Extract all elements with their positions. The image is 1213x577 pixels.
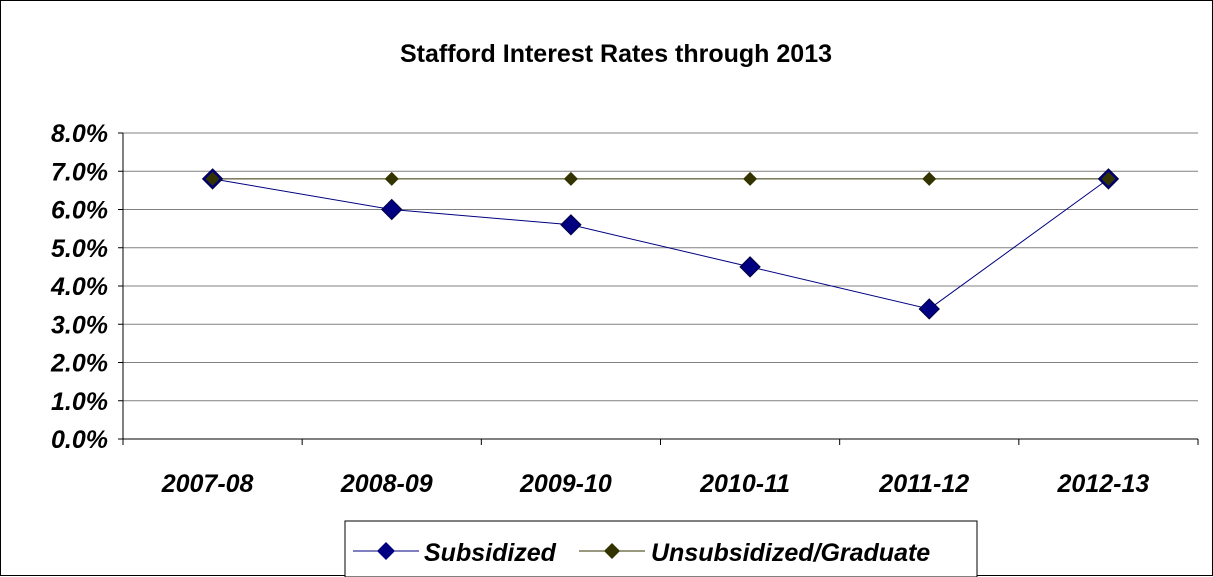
- data-point-unsubsidized: [1101, 171, 1116, 186]
- y-tick-label: 4.0%: [50, 273, 108, 301]
- chart-title: Stafford Interest Rates through 2013: [400, 40, 832, 68]
- legend-marker-unsubsidized: [604, 543, 620, 559]
- data-point-subsidized: [381, 198, 403, 221]
- data-point-unsubsidized: [384, 171, 399, 186]
- y-tick-label: 0.0%: [51, 426, 108, 454]
- y-tick-label: 7.0%: [51, 158, 108, 186]
- x-tick-label: 2012-13: [1057, 470, 1150, 498]
- series-line-subsidized: [212, 178, 1109, 310]
- y-tick-label: 6.0%: [51, 197, 108, 225]
- y-tick-label: 8.0%: [51, 120, 108, 148]
- gridlines: [123, 132, 1198, 402]
- data-point-unsubsidized: [922, 171, 937, 186]
- x-tick-label: 2008-09: [340, 470, 433, 498]
- x-tick-label: 2011-12: [878, 470, 969, 498]
- x-tick-label: 2010-11: [699, 470, 790, 498]
- axes: [118, 132, 1199, 445]
- x-tick-label: 2009-10: [519, 470, 612, 498]
- y-tick-label: 5.0%: [51, 235, 108, 263]
- data-point-subsidized: [918, 298, 940, 320]
- data-point-unsubsidized: [743, 171, 758, 186]
- series-markers: [201, 168, 1120, 320]
- legend: Subsidized Unsubsidized/Graduate: [344, 520, 978, 577]
- legend-label-unsubsidized: Unsubsidized/Graduate: [651, 539, 930, 567]
- y-tick-label: 3.0%: [51, 311, 108, 339]
- data-point-subsidized: [739, 256, 761, 278]
- legend-box: [344, 520, 978, 577]
- y-tick-label: 1.0%: [51, 388, 108, 416]
- data-point-unsubsidized: [205, 171, 220, 186]
- legend-marker-subsidized: [377, 542, 395, 560]
- legend-label-subsidized: Subsidized: [424, 539, 557, 567]
- data-point-subsidized: [560, 214, 582, 236]
- y-axis-tick-labels: 0.0% 1.0% 2.0% 3.0% 4.0% 5.0% 6.0% 7.0% 8.0%: [50, 120, 108, 454]
- y-tick-label: 2.0%: [50, 350, 108, 378]
- data-point-unsubsidized: [563, 171, 578, 186]
- x-tick-label: 2007-08: [161, 470, 254, 498]
- series-lines: [212, 178, 1109, 310]
- x-axis-tick-labels: 2007-08 2008-09 2009-10 2010-11 2011-12 2012-…: [161, 470, 1150, 498]
